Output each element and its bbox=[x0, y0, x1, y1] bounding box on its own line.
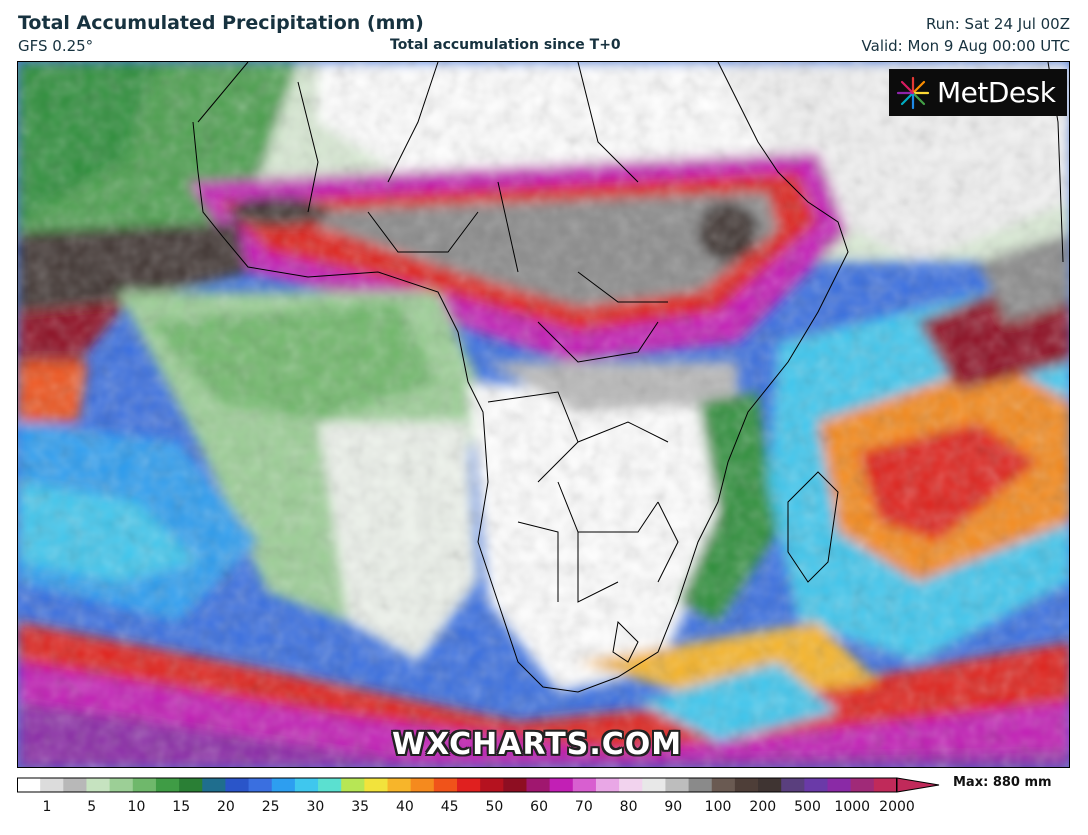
colorbar-tick-label: 35 bbox=[351, 799, 370, 815]
colorbar-swatch bbox=[572, 778, 597, 792]
colorbar-swatch bbox=[665, 778, 690, 792]
colorbar-swatch bbox=[457, 778, 481, 792]
colorbar-tick-label: 5 bbox=[87, 799, 97, 815]
colorbar-swatch bbox=[619, 778, 643, 792]
precipitation-map[interactable] bbox=[17, 61, 1070, 768]
colorbar-swatch bbox=[86, 778, 111, 792]
valid-time: Valid: Mon 9 Aug 00:00 UTC bbox=[861, 37, 1070, 55]
max-label: Max: 880 mm bbox=[953, 775, 1052, 790]
colorbar-swatch bbox=[387, 778, 412, 792]
colorbar-tick-label: 60 bbox=[530, 799, 549, 815]
metdesk-logo[interactable]: MetDesk bbox=[889, 69, 1067, 116]
colorbar-tick-label: 80 bbox=[619, 799, 638, 815]
colorbar-swatch bbox=[410, 778, 435, 792]
colorbar-tick-label: 70 bbox=[574, 799, 593, 815]
colorbar-swatch bbox=[202, 778, 227, 792]
chart-title: Total Accumulated Precipitation (mm) bbox=[18, 12, 424, 34]
colorbar-swatch bbox=[433, 778, 458, 792]
colorbar-tick-label: 200 bbox=[749, 799, 777, 815]
colorbar-tick-label: 500 bbox=[794, 799, 821, 815]
colorbar-swatch bbox=[271, 778, 296, 792]
colorbar-ticks: 1 5 10 15 20 25 30 35 40 45 50 60 70 80 90 100 200 500 100… bbox=[17, 799, 917, 819]
colorbar-swatch bbox=[711, 778, 736, 792]
colorbar-swatch bbox=[132, 778, 157, 792]
colorbar-tick-label: 20 bbox=[217, 799, 235, 815]
colorbar-swatch bbox=[109, 778, 134, 792]
colorbar-tick-label: 15 bbox=[172, 799, 191, 815]
logo-text: MetDesk bbox=[937, 76, 1056, 109]
colorbar-swatch bbox=[758, 778, 782, 792]
colorbar-swatch bbox=[804, 778, 829, 792]
colorbar-swatch bbox=[873, 778, 898, 792]
watermark: WXCHARTS.COM bbox=[392, 727, 683, 762]
colorbar-swatch bbox=[364, 778, 389, 792]
colorbar-tick-label: 30 bbox=[306, 799, 325, 815]
colorbar-swatch bbox=[781, 778, 805, 792]
map-canvas bbox=[18, 62, 1069, 767]
colorbar-swatch bbox=[688, 778, 713, 792]
colorbar-swatch bbox=[225, 778, 250, 792]
colorbar-swatch bbox=[734, 778, 759, 792]
colorbar-swatch bbox=[480, 778, 504, 792]
colorbar-swatch bbox=[294, 778, 319, 792]
colorbar bbox=[17, 777, 942, 793]
colorbar-scale bbox=[17, 777, 940, 793]
colorbar-swatch bbox=[827, 778, 852, 792]
coastlines bbox=[192, 62, 1064, 693]
colorbar-tick-label: 2000 bbox=[879, 799, 915, 815]
colorbar-swatch bbox=[179, 778, 203, 792]
colorbar-tick-label: 100 bbox=[704, 799, 732, 815]
colorbar-swatch bbox=[63, 778, 88, 792]
colorbar-extend-arrow bbox=[896, 777, 940, 793]
chart-subtitle: Total accumulation since T+0 bbox=[390, 37, 621, 53]
model-label: GFS 0.25° bbox=[18, 37, 94, 55]
metdesk-burst-icon bbox=[896, 76, 930, 109]
colorbar-tick-label: 25 bbox=[261, 799, 280, 815]
colorbar-swatch bbox=[595, 778, 620, 792]
colorbar-swatch bbox=[318, 778, 342, 792]
colorbar-tick-label: 10 bbox=[127, 799, 146, 815]
colorbar-swatch bbox=[642, 778, 667, 792]
colorbar-swatch bbox=[17, 778, 41, 792]
colorbar-swatch bbox=[248, 778, 273, 792]
colorbar-swatch bbox=[526, 778, 551, 792]
colorbar-swatch bbox=[850, 778, 875, 792]
colorbar-tick-label: 50 bbox=[485, 799, 504, 815]
colorbar-swatch bbox=[503, 778, 528, 792]
colorbar-swatch bbox=[341, 778, 365, 792]
colorbar-tick-label: 90 bbox=[664, 799, 683, 815]
colorbar-swatch bbox=[549, 778, 574, 792]
colorbar-tick-label: 40 bbox=[395, 799, 414, 815]
colorbar-swatch bbox=[40, 778, 64, 792]
colorbar-tick-label: 1 bbox=[42, 799, 52, 815]
colorbar-tick-label: 1000 bbox=[834, 799, 871, 815]
colorbar-tick-label: 45 bbox=[440, 799, 459, 815]
run-time: Run: Sat 24 Jul 00Z bbox=[925, 15, 1070, 33]
colorbar-swatch bbox=[155, 778, 180, 792]
